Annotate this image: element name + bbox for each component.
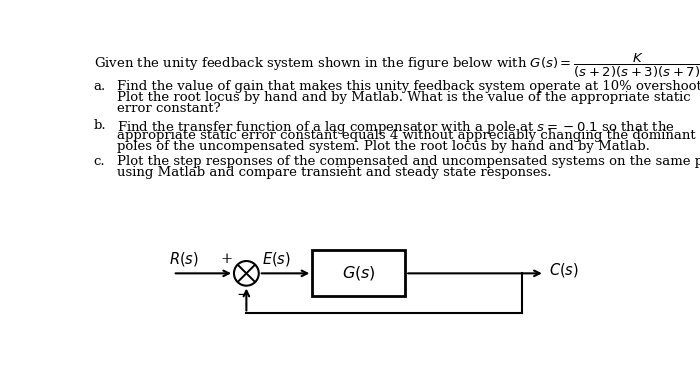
Text: c.: c. <box>94 155 105 168</box>
Text: b.: b. <box>94 119 106 132</box>
Text: $G(s)$: $G(s)$ <box>342 264 376 282</box>
Text: error constant?: error constant? <box>117 102 220 115</box>
Text: a.: a. <box>94 80 106 93</box>
Text: appropriate static error constant equals 4 without appreciably changing the domi: appropriate static error constant equals… <box>117 129 696 142</box>
Text: Given the unity feedback system shown in the figure below with $G(s) = \dfrac{K}: Given the unity feedback system shown in… <box>94 52 700 80</box>
Text: Find the transfer function of a lag compensator with a pole at $s = -0.1$ so tha: Find the transfer function of a lag comp… <box>117 119 675 136</box>
Text: using Matlab and compare transient and steady state responses.: using Matlab and compare transient and s… <box>117 166 552 179</box>
Bar <box>312 250 405 296</box>
Text: poles of the uncompensated system. Plot the root locus by hand and by Matlab.: poles of the uncompensated system. Plot … <box>117 140 650 153</box>
Text: $E(s)$: $E(s)$ <box>262 250 290 268</box>
Text: $-$: $-$ <box>235 286 248 300</box>
Text: $R(s)$: $R(s)$ <box>169 250 199 268</box>
Text: Plot the root locus by hand and by Matlab. What is the value of the appropriate : Plot the root locus by hand and by Matla… <box>117 91 691 104</box>
Text: +: + <box>220 253 232 266</box>
Text: Plot the step responses of the compensated and uncompensated systems on the same: Plot the step responses of the compensat… <box>117 155 700 168</box>
Text: Find the value of gain that makes this unity feedback system operate at 10% over: Find the value of gain that makes this u… <box>117 80 700 93</box>
Text: $C(s)$: $C(s)$ <box>549 261 579 279</box>
